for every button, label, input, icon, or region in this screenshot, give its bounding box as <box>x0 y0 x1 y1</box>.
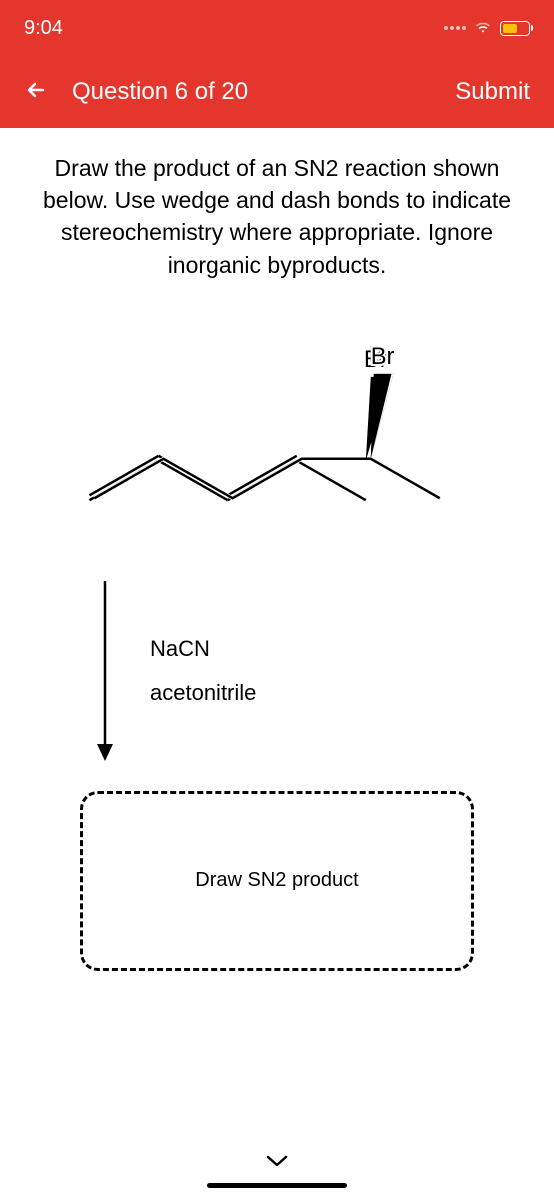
battery-icon <box>500 21 530 36</box>
submit-button[interactable]: Submit <box>455 78 530 106</box>
reagent-2: acetonitrile <box>150 671 256 715</box>
home-indicator[interactable] <box>207 1183 347 1188</box>
signal-icon <box>444 26 466 30</box>
product-draw-area[interactable]: Draw SN2 product <box>80 791 474 971</box>
status-bar: 9:04 <box>0 0 554 56</box>
wifi-icon <box>474 21 492 35</box>
bottom-bar <box>0 1147 554 1188</box>
content-area: Draw the product of an SN2 reaction show… <box>0 128 554 995</box>
reagent-1: NaCN <box>150 627 256 671</box>
product-placeholder-label: Draw SN2 product <box>195 869 358 892</box>
nav-bar: Question 6 of 20 Submit <box>0 56 554 128</box>
reaction-conditions: NaCN acetonitrile <box>90 571 464 771</box>
back-button[interactable] <box>24 78 48 107</box>
molecule-diagram: Br Br <box>50 331 504 551</box>
question-text: Draw the product of an SN2 reaction show… <box>30 152 524 281</box>
svg-text:Br: Br <box>371 344 395 370</box>
chevron-down-icon[interactable] <box>265 1147 289 1175</box>
question-counter: Question 6 of 20 <box>72 78 248 106</box>
status-icons <box>444 21 530 36</box>
status-time: 9:04 <box>24 17 63 40</box>
reaction-arrow-icon <box>90 576 120 766</box>
